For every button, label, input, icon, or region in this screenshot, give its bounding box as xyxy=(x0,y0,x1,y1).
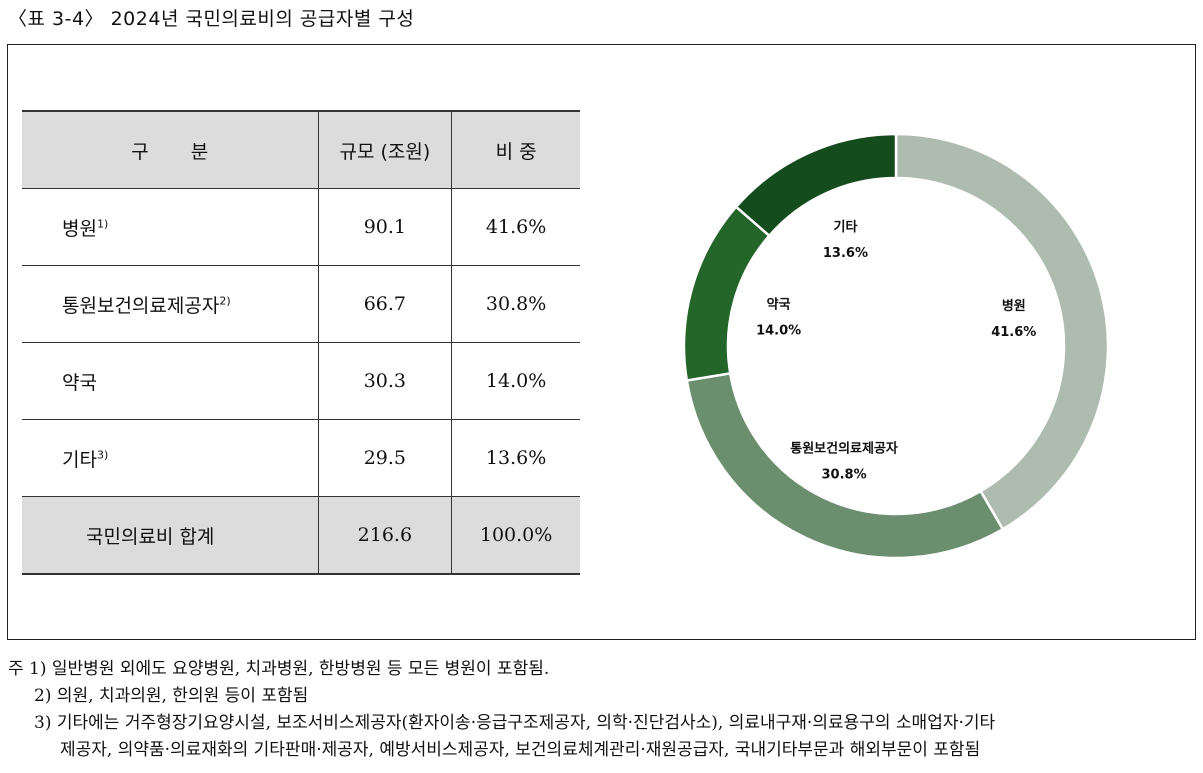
row-share: 30.8% xyxy=(451,265,580,343)
row-amount: 29.5 xyxy=(317,419,452,497)
table-row: 약국 30.3 14.0% xyxy=(22,342,580,420)
slice-name-label: 통원보건의료제공자 xyxy=(790,440,898,456)
table-row: 기타3) 29.5 13.6% xyxy=(22,419,580,497)
footnotes: 주 1) 일반병원 외에도 요양병원, 치과병원, 한방병원 등 모든 병원이 … xyxy=(8,656,995,764)
footnote-3-cont: 제공자, 의약품·의료재화의 기타판매·제공자, 예방서비스제공자, 보건의료체… xyxy=(60,740,981,760)
total-share: 100.0% xyxy=(451,496,580,575)
donut-slice xyxy=(685,371,1005,560)
row-share: 41.6% xyxy=(451,188,580,266)
row-share: 14.0% xyxy=(451,342,580,420)
slice-name-label: 기타 xyxy=(833,219,857,235)
slice-name-label: 병원 xyxy=(1002,298,1026,314)
total-amount: 216.6 xyxy=(317,496,452,575)
total-label: 국민의료비 합계 xyxy=(22,496,319,575)
row-amount: 66.7 xyxy=(317,265,452,343)
header-amount: 규모 (조원) xyxy=(317,110,452,189)
slice-value-label: 30.8% xyxy=(822,467,867,482)
row-label: 통원보건의료제공자2) xyxy=(22,265,319,343)
table-total-row: 국민의료비 합계 216.6 100.0% xyxy=(22,496,580,575)
table-row: 병원1) 90.1 41.6% xyxy=(22,188,580,266)
table-row: 통원보건의료제공자2) 66.7 30.8% xyxy=(22,265,580,343)
donut-slice xyxy=(734,132,898,238)
row-amount: 90.1 xyxy=(317,188,452,266)
donut-chart: 병원 41.6% 통원보건의료제공자 30.8% 약국 14.0% 기타 13.6% xyxy=(682,132,1110,560)
figure-frame xyxy=(7,44,1196,640)
donut-slice xyxy=(894,132,1110,531)
table-header-row: 구 분 규모 (조원) 비 중 xyxy=(22,110,580,189)
donut-slice xyxy=(682,205,772,382)
row-amount: 30.3 xyxy=(317,342,452,420)
supplier-table: 구 분 규모 (조원) 비 중 병원1) 90.1 41.6% 통원보건의료제공… xyxy=(22,110,580,575)
row-share: 13.6% xyxy=(451,419,580,497)
row-label: 약국 xyxy=(22,342,319,420)
slice-value-label: 13.6% xyxy=(823,246,868,261)
slice-value-label: 41.6% xyxy=(991,325,1036,340)
footnote-2: 2) 의원, 치과의원, 한의원 등이 포함됨 xyxy=(34,686,309,706)
footnote-1: 주 1) 일반병원 외에도 요양병원, 치과병원, 한방병원 등 모든 병원이 … xyxy=(8,659,550,679)
slice-name-label: 약국 xyxy=(767,297,791,313)
row-label: 기타3) xyxy=(22,419,319,497)
header-share: 비 중 xyxy=(451,110,580,189)
header-category: 구 분 xyxy=(22,110,319,189)
footnote-3: 3) 기타에는 거주형장기요양시설, 보조서비스제공자(환자이송·응급구조제공자… xyxy=(34,713,996,733)
table-title: 〈표 3-4〉 2024년 국민의료비의 공급자별 구성 xyxy=(8,8,415,30)
slice-value-label: 14.0% xyxy=(756,324,801,339)
row-label: 병원1) xyxy=(22,188,319,266)
